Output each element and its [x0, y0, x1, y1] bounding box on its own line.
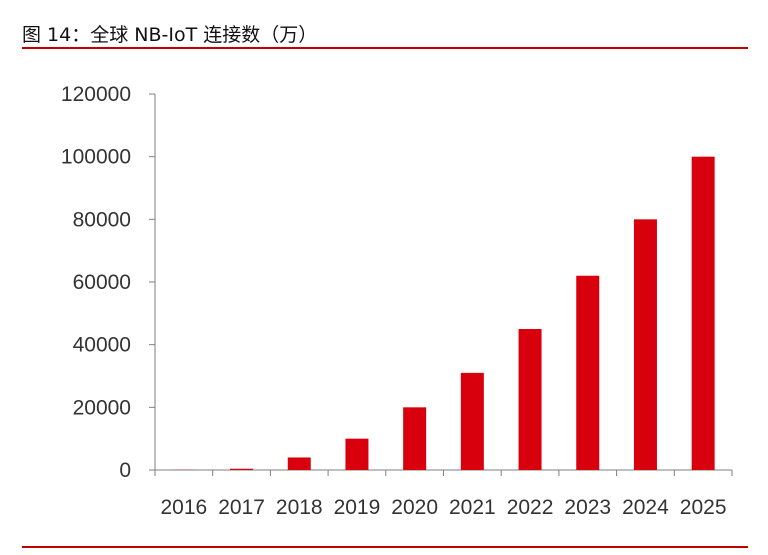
bar-2024: [633, 219, 657, 470]
bar-2018: [287, 457, 311, 470]
x-tick-label: 2019: [334, 496, 381, 519]
bar-2020: [403, 407, 427, 470]
x-tick-label: 2018: [276, 496, 323, 519]
title-rule: [22, 47, 748, 49]
x-tick-label: 2022: [507, 496, 554, 519]
bar-2023: [576, 275, 600, 470]
x-tick-label: 2017: [218, 496, 265, 519]
y-tick-label: 20000: [73, 396, 131, 419]
bar-2022: [518, 329, 542, 470]
bar-2019: [345, 438, 369, 470]
y-tick-label: 120000: [61, 83, 131, 106]
y-tick-label: 100000: [61, 146, 131, 169]
x-tick-label: 2023: [564, 496, 611, 519]
y-axis: 0 20000 40000 60000 80000 100000 120000: [61, 83, 156, 482]
y-tick-label: 0: [119, 459, 131, 482]
x-tick-label: 2024: [622, 496, 669, 519]
bar-2025: [691, 156, 715, 470]
bar-2021: [460, 372, 484, 470]
x-tick-label: 2025: [680, 496, 727, 519]
bars: [172, 156, 715, 470]
x-tick-label: 2020: [391, 496, 438, 519]
bar-2017: [230, 468, 254, 470]
y-tick-label: 60000: [73, 271, 131, 294]
x-tick-label: 2021: [449, 496, 496, 519]
figure-title: 图 14：全球 NB-IoT 连接数（万）: [22, 24, 318, 46]
x-tick-label: 2016: [160, 496, 207, 519]
x-axis: 2016 2017 2018 2019 2020 2021 2022 2023 2024 2025: [154, 469, 733, 519]
footer-rule: [22, 546, 748, 548]
y-tick-label: 80000: [73, 208, 131, 231]
y-tick-label: 40000: [73, 334, 131, 357]
